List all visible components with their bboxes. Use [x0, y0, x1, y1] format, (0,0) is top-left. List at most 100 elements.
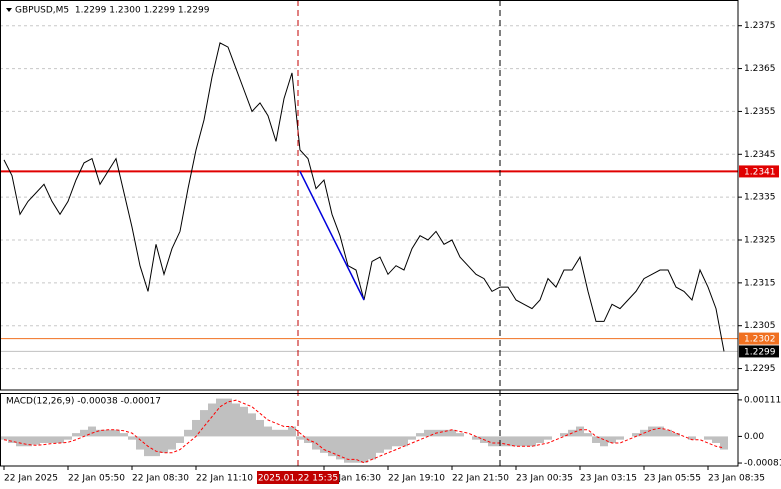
- histogram-bar: [136, 436, 144, 450]
- histogram-bar: [392, 436, 400, 447]
- histogram-bar: [8, 436, 16, 443]
- histogram-bar: [88, 426, 96, 437]
- histogram-bar: [224, 398, 232, 437]
- price-tag-label: 1.2299: [744, 347, 776, 357]
- histogram-bar: [336, 436, 344, 460]
- histogram-bar: [112, 429, 120, 437]
- histogram-bar: [584, 433, 592, 437]
- trend-line: [299, 171, 365, 301]
- y-tick-label: 1.2335: [744, 193, 776, 203]
- histogram-bar: [328, 436, 336, 457]
- chart-title: GBPUSD,M5 1.2299 1.2300 1.2299 1.2299: [15, 6, 210, 16]
- histogram-bar: [296, 436, 304, 440]
- y-tick-label: 1.2355: [744, 107, 776, 117]
- x-tick-label: 22 Jan 2025: [4, 474, 58, 484]
- histogram-bar: [656, 426, 664, 437]
- histogram-bar: [320, 436, 328, 453]
- x-tick-label: 23 Jan 03:15: [580, 474, 637, 484]
- histogram-bar: [720, 436, 728, 450]
- histogram-bar: [544, 436, 552, 440]
- histogram-bar: [632, 433, 640, 437]
- histogram-bar: [352, 436, 360, 463]
- histogram-bar: [616, 436, 624, 440]
- y-tick-label: 1.2345: [744, 150, 776, 160]
- histogram-bar: [440, 429, 448, 437]
- histogram-bar: [80, 429, 88, 437]
- histogram-bar: [472, 436, 480, 440]
- histogram-bar: [416, 433, 424, 437]
- histogram-bar: [528, 436, 536, 447]
- histogram-bar: [488, 436, 496, 447]
- indicator-title: MACD(12,26,9) -0.00038 -0.00017: [6, 397, 161, 407]
- panel-frame: [0, 393, 739, 467]
- histogram-bar: [376, 436, 384, 453]
- histogram-bar: [16, 436, 24, 447]
- histogram-bar: [120, 433, 128, 437]
- y-tick-label: 0.00111: [744, 395, 781, 405]
- x-tick-label: 22 Jan 19:10: [388, 474, 445, 484]
- histogram-bar: [560, 433, 568, 437]
- histogram-bar: [72, 433, 80, 437]
- y-tick-label: 1.2375: [744, 21, 776, 31]
- price-tag: [739, 345, 779, 358]
- x-tick-label: 23 Jan 05:55: [644, 474, 701, 484]
- histogram-bar: [96, 429, 104, 437]
- y-tick-label: 1.2315: [744, 278, 776, 288]
- histogram-bar: [672, 433, 680, 437]
- histogram-bar: [232, 403, 240, 437]
- panel-frame: [0, 0, 739, 391]
- x-tick-label: 22 Jan 11:10: [196, 474, 253, 484]
- y-tick-label: 0.00: [744, 432, 764, 442]
- histogram-bar: [128, 436, 136, 440]
- histogram-bar: [360, 436, 368, 463]
- price-tag-label: 1.2302: [744, 335, 776, 345]
- y-tick-label: -0.00081: [744, 459, 781, 469]
- crosshair-tag: [257, 471, 339, 484]
- histogram-bar: [64, 436, 72, 440]
- histogram-bar: [104, 429, 112, 437]
- x-tick-label: 22 Jan 16:30: [324, 474, 381, 484]
- histogram-bar: [152, 436, 160, 457]
- histogram-bar: [280, 429, 288, 437]
- price-tag-label: 1.2341: [744, 167, 776, 177]
- histogram-bar: [184, 429, 192, 437]
- histogram-bar: [256, 419, 264, 437]
- histogram-bar: [600, 436, 608, 447]
- histogram-bar: [536, 436, 544, 443]
- histogram-bar: [0, 436, 8, 440]
- histogram-bar: [48, 436, 56, 443]
- histogram-bar: [248, 413, 256, 437]
- histogram-bar: [200, 410, 208, 437]
- histogram-bar: [664, 429, 672, 437]
- histogram-bar: [160, 436, 168, 453]
- histogram-bar: [384, 436, 392, 450]
- y-tick-label: 1.2365: [744, 64, 776, 74]
- histogram-bar: [408, 436, 416, 440]
- x-tick-label: 22 Jan 21:50: [452, 474, 509, 484]
- histogram-bar: [576, 426, 584, 437]
- histogram-bar: [24, 436, 32, 447]
- histogram-bar: [32, 436, 40, 445]
- x-tick-label: 23 Jan 08:35: [708, 474, 765, 484]
- histogram-bar: [424, 429, 432, 437]
- x-tick-label: 22 Jan 08:30: [132, 474, 189, 484]
- histogram-bar: [712, 436, 720, 443]
- y-tick-label: 1.2325: [744, 236, 776, 246]
- histogram-bar: [344, 436, 352, 463]
- x-tick-label: 23 Jan 00:35: [516, 474, 573, 484]
- histogram-bar: [400, 436, 408, 447]
- price-tag: [739, 165, 779, 178]
- histogram-bar: [592, 436, 600, 443]
- x-tick-label: 22 Jan 05:50: [68, 474, 125, 484]
- menu-triangle: [6, 8, 12, 12]
- y-tick-label: 1.2305: [744, 321, 776, 331]
- histogram-bar: [56, 436, 64, 443]
- histogram-bar: [168, 436, 176, 450]
- signal-line: [3, 399, 725, 464]
- histogram-bar: [176, 436, 184, 443]
- histogram-bar: [272, 429, 280, 437]
- crosshair-tag-label: 2025.01.22 15:35: [258, 474, 338, 484]
- histogram-bar: [264, 426, 272, 437]
- histogram-bar: [512, 436, 520, 447]
